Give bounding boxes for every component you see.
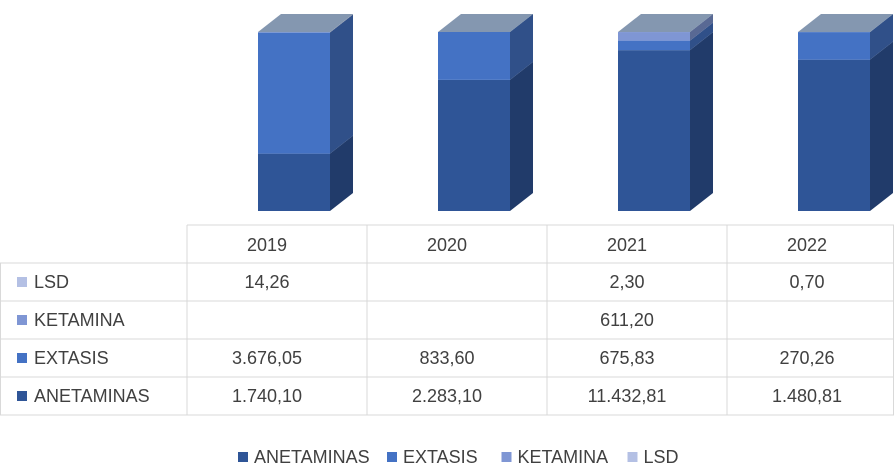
table-row-label: KETAMINA — [34, 310, 125, 330]
table-key — [17, 353, 27, 363]
bar — [618, 50, 690, 211]
table-cell: 611,20 — [600, 310, 654, 330]
bar — [798, 59, 870, 211]
bar-side — [690, 22, 713, 51]
table-cell: 1.740,10 — [232, 386, 302, 406]
legend-key — [627, 452, 638, 462]
table-cell: 3.676,05 — [232, 348, 302, 368]
table-header: 2019 — [247, 235, 287, 255]
bar-side — [510, 14, 533, 80]
bar-top — [618, 14, 713, 32]
bar — [438, 32, 510, 80]
table-cell: 675,83 — [599, 348, 654, 368]
table-cell: 1.480,81 — [772, 386, 842, 406]
bar — [258, 153, 330, 211]
bar-side — [690, 14, 713, 33]
bar-side — [330, 135, 353, 211]
table-cell: 833,60 — [419, 348, 474, 368]
table-row-label: EXTASIS — [34, 348, 109, 368]
table-header: 2021 — [607, 235, 647, 255]
legend-label: ANETAMINAS — [254, 447, 370, 465]
bar-side — [330, 14, 353, 33]
bar-side — [870, 41, 893, 211]
table-cell: 11.432,81 — [588, 386, 667, 406]
bar-side — [870, 14, 893, 33]
bar — [618, 40, 690, 51]
bar — [798, 32, 870, 60]
bar — [618, 32, 690, 41]
bar-top — [438, 14, 533, 32]
table-key — [17, 277, 27, 287]
legend-label: EXTASIS — [403, 447, 478, 465]
table-row-label: LSD — [34, 272, 69, 292]
bar-top — [798, 14, 893, 32]
table-header: 2020 — [427, 235, 467, 255]
legend-key — [238, 452, 248, 462]
legend-label: LSD — [644, 447, 679, 465]
table-cell: 14,26 — [244, 272, 289, 292]
table-key — [17, 391, 27, 401]
table-cell: 0,70 — [789, 272, 824, 292]
bar-side — [330, 14, 353, 154]
table-header: 2022 — [787, 235, 827, 255]
bar-side — [510, 61, 533, 212]
legend-label: KETAMINA — [518, 447, 609, 465]
bar — [438, 79, 510, 211]
bar — [258, 32, 330, 154]
bar-side — [690, 32, 713, 211]
legend-key — [501, 452, 512, 462]
bar-side — [690, 14, 713, 41]
bar-side — [870, 14, 893, 60]
table-cell: 270,26 — [779, 348, 834, 368]
table-cell: 2.283,10 — [412, 386, 482, 406]
table-cell: 2,30 — [609, 272, 644, 292]
bar-top — [258, 14, 353, 32]
legend-key — [387, 452, 397, 462]
table-key — [17, 315, 27, 325]
table-row-label: ANETAMINAS — [34, 386, 150, 406]
